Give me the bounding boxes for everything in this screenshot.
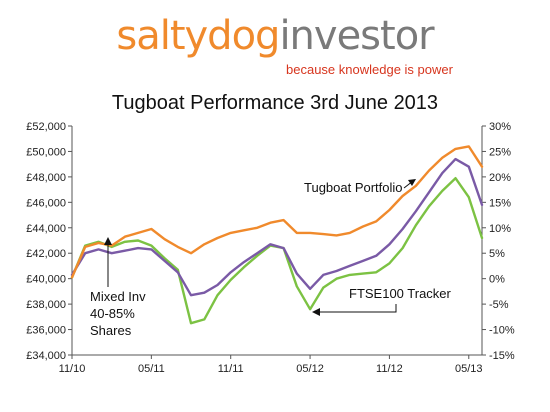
y-right-tick-label: 30% bbox=[489, 121, 511, 133]
y-left-tick-label: £48,000 bbox=[26, 172, 66, 184]
brand-tagline: because knowledge is power bbox=[286, 62, 453, 77]
x-tick-label: 05/11 bbox=[138, 363, 165, 375]
x-tick-label: 11/10 bbox=[59, 363, 86, 375]
series-line-mixed-inv-40-85-shares bbox=[70, 157, 484, 297]
chart-title: Tugboat Performance 3rd June 2013 bbox=[111, 92, 439, 114]
y-right-tick-label: 10% bbox=[489, 223, 511, 235]
y-left-tick-label: £50,000 bbox=[26, 146, 66, 158]
y-left-tick-label: £44,000 bbox=[26, 223, 66, 235]
y-right-tick-label: 25% bbox=[489, 146, 511, 158]
annotation-mixed-inv-line: Shares bbox=[90, 323, 132, 338]
y-left-tick-label: £40,000 bbox=[26, 274, 66, 286]
x-tick-label: 05/13 bbox=[455, 363, 483, 375]
y-right-tick-label: 5% bbox=[489, 248, 505, 260]
brand-logo: saltydoginvestor bbox=[0, 14, 550, 58]
annotation-tugboat-portfolio: Tugboat Portfolio bbox=[304, 180, 403, 195]
annotation-arrowhead-ftse bbox=[312, 308, 320, 316]
annotation-ftse100-tracker: FTSE100 Tracker bbox=[349, 286, 452, 301]
logo-part1: saltydog bbox=[116, 13, 280, 59]
x-tick-label: 11/11 bbox=[218, 363, 244, 375]
series-line-tugboat-portfolio bbox=[70, 145, 484, 279]
y-left-tick-label: £46,000 bbox=[26, 197, 66, 209]
y-left-tick-label: £42,000 bbox=[26, 248, 66, 260]
y-right-tick-label: -10% bbox=[489, 325, 515, 337]
y-right-tick-label: 0% bbox=[489, 274, 505, 286]
y-right-tick-label: 20% bbox=[489, 172, 511, 184]
annotation-arrowhead-tugboat bbox=[408, 179, 416, 186]
x-tick-label: 11/12 bbox=[376, 363, 403, 375]
annotation-arrowhead-mixed bbox=[104, 237, 112, 245]
y-right-tick-label: -15% bbox=[489, 350, 515, 362]
annotation-mixed-inv-line: Mixed Inv bbox=[90, 289, 146, 304]
y-left-tick-label: £34,000 bbox=[26, 350, 66, 362]
y-right-tick-label: -5% bbox=[489, 299, 509, 311]
x-tick-label: 05/12 bbox=[296, 363, 324, 375]
annotation-arrow-ftse bbox=[318, 304, 397, 313]
y-left-tick-label: £36,000 bbox=[26, 325, 66, 337]
y-right-tick-label: 15% bbox=[489, 197, 511, 209]
y-left-tick-label: £52,000 bbox=[26, 121, 66, 133]
y-left-tick-label: £38,000 bbox=[26, 299, 66, 311]
annotation-mixed-inv-line: 40-85% bbox=[90, 306, 135, 321]
logo-part2: investor bbox=[279, 13, 434, 59]
